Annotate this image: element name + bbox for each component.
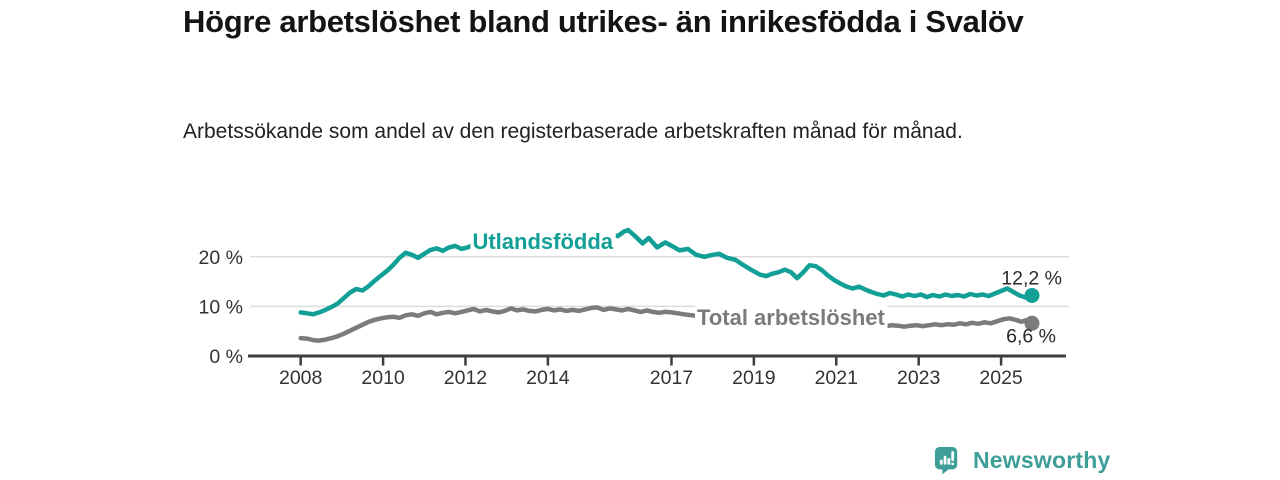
series-label-backdrop bbox=[470, 227, 616, 255]
series-label: Total arbetslöshet bbox=[697, 305, 886, 330]
x-tick-label: 2025 bbox=[979, 367, 1023, 389]
series-label: Utlandsfödda bbox=[472, 229, 613, 254]
series-line-total-arbetsl-shet bbox=[298, 305, 1035, 343]
x-tick-label: 2019 bbox=[732, 367, 775, 389]
x-tick-label: 2012 bbox=[444, 367, 487, 389]
x-tick-label: 2021 bbox=[815, 367, 858, 389]
x-tick-label: 2023 bbox=[897, 367, 940, 389]
series-end-dot bbox=[1024, 315, 1040, 331]
series-end-value-label: 12,2 % bbox=[1001, 267, 1062, 289]
brand-name: Newsworthy bbox=[973, 447, 1111, 473]
newsworthy-logo: Newsworthy bbox=[934, 446, 1110, 475]
series-end-dot bbox=[1024, 287, 1040, 303]
chart-title: Högre arbetslöshet bland utrikes- än inr… bbox=[183, 4, 1024, 39]
x-tick-label: 2010 bbox=[361, 367, 405, 389]
series-line-utlandsf-dda bbox=[298, 227, 1035, 317]
y-tick-label: 0 % bbox=[209, 346, 243, 368]
y-tick-label: 20 % bbox=[199, 247, 243, 269]
series-end-value-label: 6,6 % bbox=[1006, 325, 1056, 347]
x-tick-label: 2008 bbox=[279, 367, 322, 389]
bar-chart-speech-bubble-icon bbox=[934, 447, 958, 475]
x-tick-label: 2014 bbox=[526, 367, 570, 389]
x-tick-label: 2017 bbox=[650, 367, 693, 389]
y-tick-label: 10 % bbox=[199, 296, 243, 318]
series-label-backdrop bbox=[695, 304, 888, 331]
chart-subtitle: Arbetssökande som andel av den registerb… bbox=[183, 120, 963, 143]
chart-header: Högre arbetslöshet bland utrikes- än inr… bbox=[183, 4, 1083, 40]
